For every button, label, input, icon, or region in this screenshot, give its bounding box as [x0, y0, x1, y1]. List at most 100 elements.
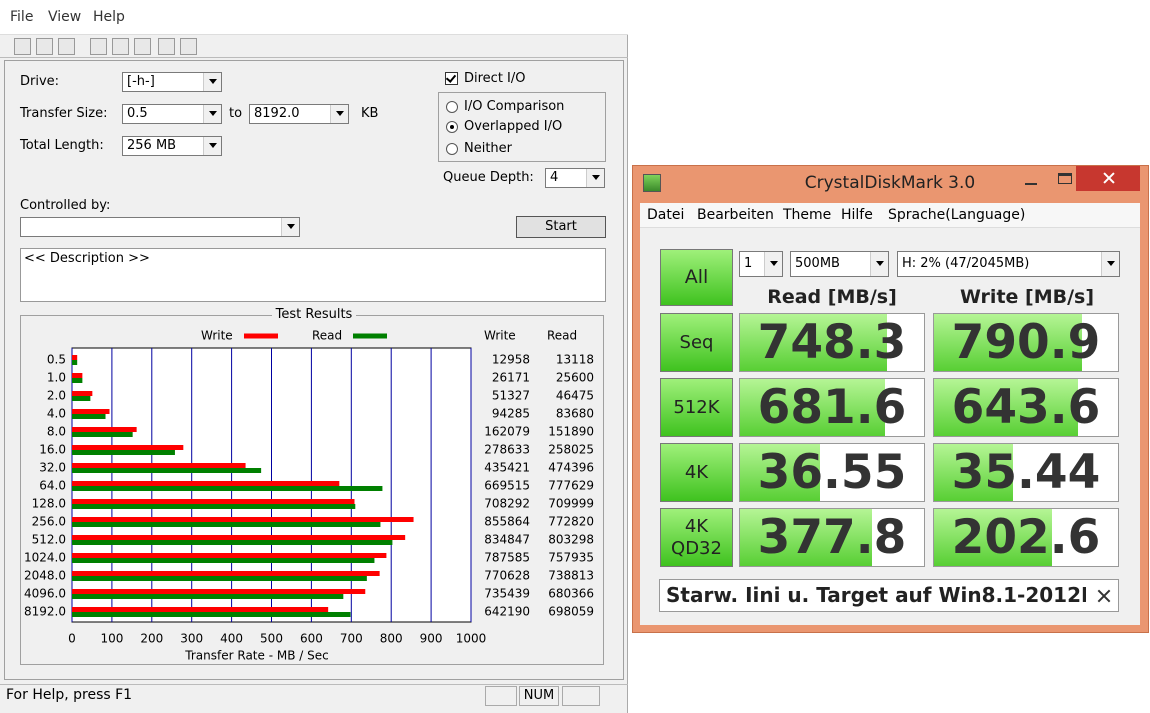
combo-text: H: 2% (47/2045MB): [902, 256, 1030, 271]
menu-item[interactable]: Theme: [783, 207, 832, 223]
toolbar-button[interactable]: [14, 38, 31, 55]
drive-select[interactable]: H: 2% (47/2045MB): [897, 251, 1120, 277]
menu-item[interactable]: Bearbeiten: [697, 207, 774, 223]
result-cell: 35.44: [933, 443, 1119, 502]
count-select[interactable]: 1: [739, 251, 783, 277]
test-button[interactable]: 512K: [660, 378, 733, 437]
form-panel: [4, 60, 624, 680]
menu-item[interactable]: Datei: [647, 207, 685, 223]
maximize-button[interactable]: [1058, 173, 1072, 184]
toolbar-button[interactable]: [112, 38, 129, 55]
size-select[interactable]: 500MB: [790, 251, 889, 277]
status-text: For Help, press F1: [6, 687, 133, 703]
start-button[interactable]: Start: [516, 216, 606, 238]
transfer-from[interactable]: 0.5: [122, 104, 222, 124]
arrow-glyph: [336, 111, 344, 116]
combo-arrow[interactable]: [764, 252, 782, 276]
menu-item[interactable]: View: [48, 9, 82, 25]
direct-io-label[interactable]: Direct I/O: [464, 71, 526, 86]
radio[interactable]: [446, 143, 458, 155]
arrow-glyph: [287, 224, 295, 229]
test-button[interactable]: 4K QD32: [660, 508, 733, 567]
minimize-button[interactable]: [1025, 183, 1037, 185]
combo-arrow[interactable]: [203, 105, 221, 123]
radio-dot: [450, 125, 454, 129]
toolbar-button[interactable]: [36, 38, 53, 55]
transfer-to[interactable]: 8192.0: [249, 104, 349, 124]
arrow-glyph: [770, 261, 778, 266]
cdm-title: CrystalDiskMark 3.0: [804, 173, 976, 193]
arrow-glyph: [1107, 261, 1115, 266]
result-cell: 748.3: [739, 313, 925, 372]
all-button[interactable]: All: [660, 249, 733, 306]
combo-arrow[interactable]: [203, 137, 221, 155]
result-fill: [740, 509, 872, 566]
radio-label[interactable]: I/O Comparison: [464, 99, 565, 114]
combo-arrow[interactable]: [203, 73, 221, 91]
status-panel: NUM: [519, 686, 559, 706]
radio-label[interactable]: Overlapped I/O: [464, 119, 563, 134]
combo-text: 256 MB: [127, 138, 177, 153]
result-cell: 377.8: [739, 508, 925, 567]
to-label: to: [229, 106, 243, 121]
result-fill: [740, 444, 820, 501]
arrow-glyph: [209, 111, 217, 116]
menu-item[interactable]: Hilfe: [841, 207, 873, 223]
menu-item[interactable]: File: [10, 9, 34, 25]
combo-arrow[interactable]: [1101, 252, 1119, 276]
result-value: 748.3: [757, 315, 907, 370]
result-cell: 36.55: [739, 443, 925, 502]
result-cell: 790.9: [933, 313, 1119, 372]
combo-text: 4: [550, 170, 559, 185]
checkbox[interactable]: [445, 72, 458, 85]
result-value: 377.8: [757, 510, 907, 565]
result-fill: [740, 314, 887, 371]
result-value: 643.6: [951, 380, 1101, 435]
combo-arrow[interactable]: [870, 252, 888, 276]
result-fill: [934, 444, 1014, 501]
menu-item[interactable]: Help: [93, 9, 125, 25]
description-box[interactable]: << Description >>: [20, 248, 606, 302]
result-fill: [934, 379, 1078, 436]
test-label: 4K: [684, 461, 709, 483]
results-title: Test Results: [272, 306, 356, 324]
controlled-by-select[interactable]: [20, 217, 300, 237]
status-panel: [562, 686, 600, 706]
column-header: Write [MB/s]: [959, 286, 1095, 308]
column-header: Read [MB/s]: [767, 286, 897, 308]
test-button[interactable]: Seq: [660, 313, 733, 372]
app-icon: [643, 174, 661, 192]
total-length-label: Total Length:: [20, 138, 104, 153]
kb-label: KB: [361, 106, 379, 121]
result-value: 36.55: [757, 445, 907, 500]
menu-bar: [0, 0, 628, 34]
combo-arrow[interactable]: [330, 105, 348, 123]
test-button[interactable]: 4K: [660, 443, 733, 502]
test-label: QD32: [671, 537, 722, 559]
radio-label[interactable]: Neither: [464, 141, 513, 156]
group-box: [438, 92, 606, 162]
queue-depth-select[interactable]: 4: [545, 168, 605, 188]
comment-box[interactable]: Starw. Iini u. Target auf Win8.1-2012R: [659, 579, 1119, 612]
combo-text: 8192.0: [254, 106, 300, 121]
drive-select[interactable]: [-h-]: [122, 72, 222, 92]
close-button[interactable]: [1076, 166, 1140, 191]
result-cell: 681.6: [739, 378, 925, 437]
arrow-glyph: [876, 261, 884, 266]
result-cell: 643.6: [933, 378, 1119, 437]
comment-text: Starw. Iini u. Target auf Win8.1-2012R: [666, 583, 1086, 607]
total-length-select[interactable]: 256 MB: [122, 136, 222, 156]
arrow-glyph: [209, 79, 217, 84]
combo-arrow[interactable]: [586, 169, 604, 187]
toolbar-button[interactable]: [58, 38, 75, 55]
toolbar-button[interactable]: [134, 38, 151, 55]
combo-arrow[interactable]: [281, 218, 299, 236]
radio[interactable]: [446, 101, 458, 113]
toolbar-button[interactable]: [90, 38, 107, 55]
drive-label: Drive:: [20, 74, 60, 89]
toolbar-button[interactable]: [158, 38, 175, 55]
toolbar-button[interactable]: [180, 38, 197, 55]
result-fill: [934, 509, 1052, 566]
menu-item[interactable]: Sprache(Language): [888, 207, 1026, 223]
result-value: 35.44: [951, 445, 1101, 500]
